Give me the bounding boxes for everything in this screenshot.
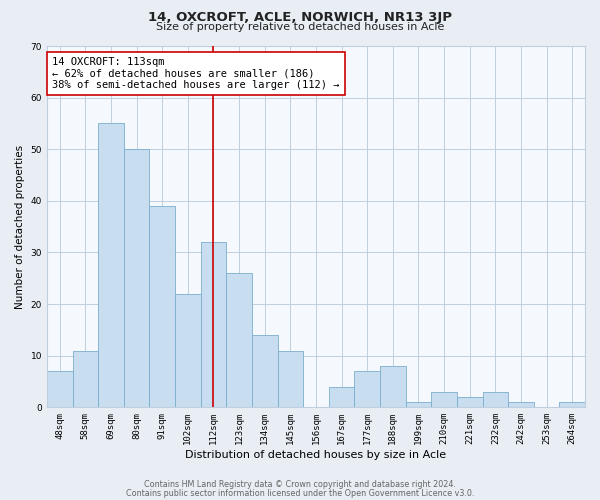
Bar [559,402,585,407]
Text: 14 OXCROFT: 113sqm
← 62% of detached houses are smaller (186)
38% of semi-detach: 14 OXCROFT: 113sqm ← 62% of detached hou… [52,57,340,90]
Bar [47,371,73,408]
Bar [457,397,482,407]
Bar [175,294,200,408]
X-axis label: Distribution of detached houses by size in Acle: Distribution of detached houses by size … [185,450,446,460]
Bar [149,206,175,408]
Bar [406,402,431,407]
Text: 14, OXCROFT, ACLE, NORWICH, NR13 3JP: 14, OXCROFT, ACLE, NORWICH, NR13 3JP [148,12,452,24]
Bar [278,350,303,408]
Bar [482,392,508,407]
Bar [226,273,252,407]
Bar [431,392,457,407]
Text: Contains HM Land Registry data © Crown copyright and database right 2024.: Contains HM Land Registry data © Crown c… [144,480,456,489]
Bar [329,386,355,407]
Bar [380,366,406,408]
Bar [98,124,124,408]
Bar [200,242,226,408]
Bar [124,149,149,407]
Text: Size of property relative to detached houses in Acle: Size of property relative to detached ho… [156,22,444,32]
Bar [508,402,534,407]
Y-axis label: Number of detached properties: Number of detached properties [15,144,25,308]
Text: Contains public sector information licensed under the Open Government Licence v3: Contains public sector information licen… [126,488,474,498]
Bar [252,335,278,407]
Bar [73,350,98,408]
Bar [355,371,380,408]
